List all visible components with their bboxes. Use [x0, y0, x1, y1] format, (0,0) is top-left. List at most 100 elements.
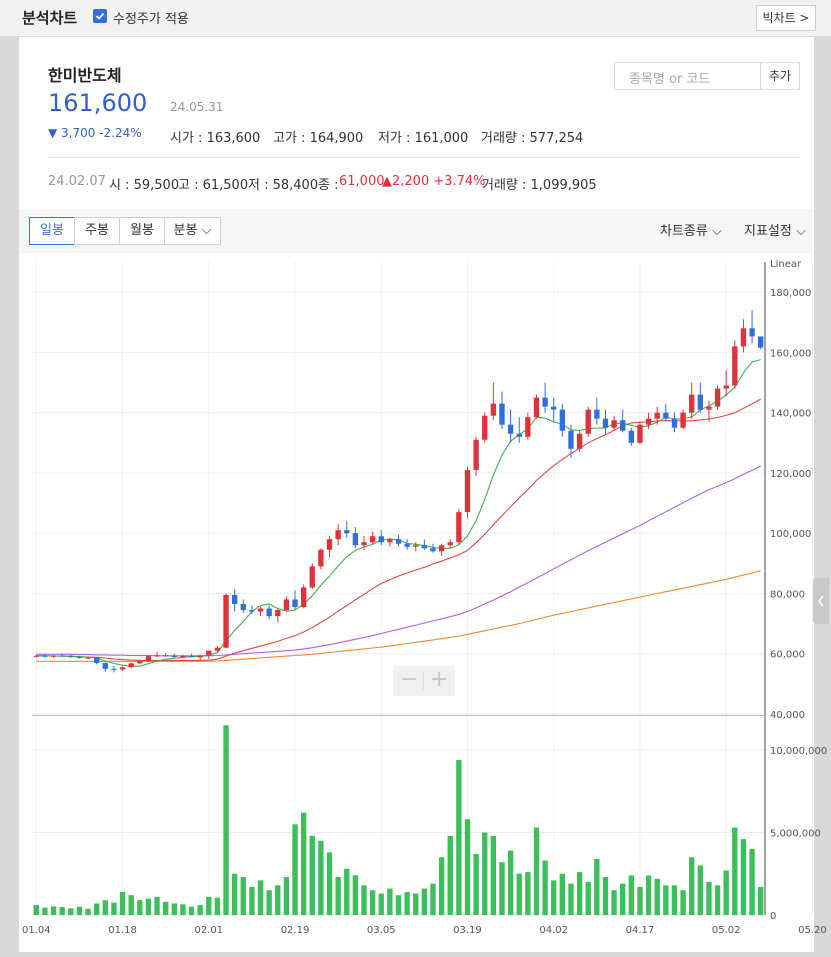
- indicator-settings-dropdown[interactable]: 지표설정 ⌵: [744, 224, 806, 239]
- candle-body: [180, 655, 186, 658]
- volume-bar: [50, 906, 57, 915]
- volume-bar: [689, 857, 695, 915]
- chart-type-dropdown[interactable]: 차트종류 ⌵: [660, 224, 722, 239]
- candle-body: [714, 388, 721, 407]
- price-tick-label: 40,000: [770, 710, 805, 721]
- big-chart-button[interactable]: 빅차트 >: [756, 5, 816, 31]
- volume-bar: [585, 882, 591, 915]
- candle-body: [542, 397, 548, 407]
- x-tick-label: 04.02: [539, 925, 568, 936]
- candle-body: [223, 594, 229, 648]
- volume-bar: [257, 880, 264, 915]
- volume-bar: [94, 903, 100, 915]
- candle-body: [378, 536, 384, 543]
- volume-bar: [119, 891, 126, 915]
- price-tick-label: 140,000: [770, 409, 811, 420]
- candle-body: [197, 655, 203, 658]
- volume-bar: [749, 849, 755, 915]
- candle-body: [697, 394, 703, 410]
- volume-bar: [197, 905, 203, 915]
- candle-body: [654, 412, 660, 419]
- volume-bar: [404, 891, 410, 915]
- volume-bar: [223, 725, 229, 915]
- volume-bar: [85, 908, 91, 915]
- volume-bar: [697, 865, 703, 915]
- stock-search-input[interactable]: 종목명 or 코드: [614, 62, 762, 90]
- volume-bar: [456, 759, 462, 915]
- hover-high: 고 : 61,500: [178, 178, 249, 193]
- volume-bar: [464, 819, 471, 915]
- candle-body: [335, 530, 341, 540]
- volume-bar: [102, 900, 108, 915]
- candle-body: [33, 655, 39, 657]
- low-price: 저가 : 161,000: [378, 131, 469, 146]
- candle-body: [689, 394, 695, 413]
- volume-bar: [490, 835, 497, 915]
- candle-body: [154, 655, 160, 657]
- volume-bar: [680, 890, 686, 915]
- zoom-in-button[interactable]: +: [430, 667, 449, 692]
- zoom-separator: [423, 672, 424, 690]
- volume-bar: [645, 875, 652, 915]
- volume-bar: [576, 872, 583, 915]
- volume-bar: [137, 900, 143, 915]
- candle-body: [318, 549, 324, 567]
- candle-body: [620, 420, 626, 431]
- tab-daily[interactable]: 일봉: [29, 217, 75, 245]
- hover-volume: 거래량 : 1,099,905: [482, 178, 597, 193]
- hover-low: 저 : 58,400: [248, 178, 319, 193]
- add-button[interactable]: 추가: [760, 62, 800, 90]
- x-tick-label: 03.19: [453, 925, 482, 936]
- candle-body: [628, 430, 635, 443]
- tab-monthly[interactable]: 월봉: [119, 217, 165, 245]
- ma-line-ma20: [36, 398, 761, 661]
- x-tick-label: 02.19: [281, 925, 310, 936]
- candle-body: [671, 418, 678, 428]
- candle-body: [447, 542, 453, 546]
- volume-bar: [499, 862, 505, 915]
- adjusted-price-checkbox[interactable]: [93, 9, 107, 23]
- volume-bar: [309, 835, 315, 915]
- volume-bar: [231, 873, 238, 915]
- volume-bar: [171, 903, 177, 915]
- candle-body: [611, 420, 617, 428]
- candle-body: [507, 424, 514, 434]
- adjusted-price-label: 수정주가 적용: [113, 12, 189, 27]
- volume-bar: [706, 882, 712, 915]
- candle-body: [663, 412, 669, 419]
- candle-body: [482, 415, 488, 440]
- volume-bar: [326, 852, 333, 915]
- volume-bar: [352, 875, 359, 915]
- hover-close: 61,000: [339, 174, 385, 189]
- candle-body: [188, 655, 195, 658]
- collapse-handle[interactable]: [813, 578, 829, 624]
- candle-body: [645, 418, 652, 425]
- price-tick-label: 180,000: [770, 288, 811, 299]
- candle-body: [102, 663, 108, 669]
- candle-body: [137, 661, 143, 664]
- volume-bar: [395, 895, 402, 915]
- volume-bar: [628, 875, 635, 915]
- volume-bar: [42, 907, 48, 915]
- volume-bar: [430, 883, 436, 915]
- volume-bar: [206, 896, 212, 915]
- candle-body: [352, 533, 359, 546]
- candle-body: [637, 424, 643, 443]
- volume-bar: [344, 868, 350, 915]
- hover-close-label: 종 :: [318, 178, 339, 193]
- candle-body: [413, 545, 419, 547]
- volume-bar: [214, 897, 221, 915]
- ma-line-ma120: [36, 570, 761, 662]
- volume-bar: [732, 827, 738, 915]
- zoom-out-button[interactable]: −: [400, 667, 419, 692]
- tab-minute[interactable]: 분봉 ⌵: [164, 217, 221, 245]
- volume-bar: [542, 860, 548, 915]
- price-tick-label: 160,000: [770, 348, 811, 359]
- volume: 거래량 : 577,254: [481, 131, 584, 146]
- volume-bar: [145, 898, 152, 915]
- volume-bar: [128, 895, 134, 915]
- candle-body: [309, 566, 315, 588]
- tab-weekly[interactable]: 주봉: [74, 217, 120, 245]
- candle-body: [464, 469, 471, 513]
